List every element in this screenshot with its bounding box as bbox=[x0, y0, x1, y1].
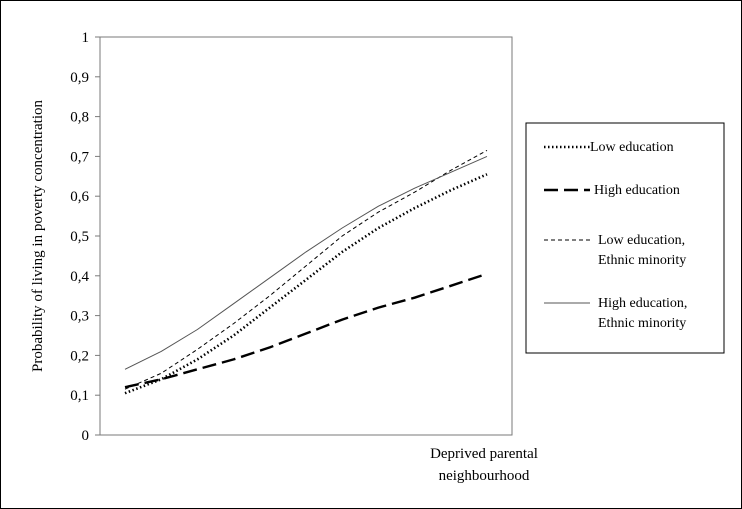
legend-box bbox=[525, 122, 725, 354]
y-tick-label: 0,3 bbox=[70, 309, 89, 325]
legend-label-low-education-ethnic-minority-line-1: Low education, bbox=[598, 233, 685, 248]
legend-label-high-education-ethnic-minority-line-2: Ethnic minority bbox=[598, 316, 686, 331]
series-low-education-ethnic-minority bbox=[124, 149, 488, 390]
x-axis-label-line-2: neighbourhood bbox=[439, 468, 530, 484]
series-lines bbox=[124, 149, 488, 395]
y-tick-label: 1 bbox=[82, 30, 90, 46]
x-axis-label-line-1: Deprived parental bbox=[430, 446, 538, 462]
y-tick-label: 0,5 bbox=[70, 229, 89, 245]
y-tick-label: 0 bbox=[82, 428, 90, 444]
y-tick-label: 0,6 bbox=[70, 189, 89, 205]
legend-label-high-education: High education bbox=[594, 183, 680, 198]
legend-label-low-education: Low education bbox=[590, 140, 674, 155]
legend-label-high-education-ethnic-minority-line-1: High education, bbox=[598, 296, 687, 311]
series-high-education bbox=[124, 272, 488, 389]
legend-label-low-education-ethnic-minority-line-2: Ethnic minority bbox=[598, 253, 686, 268]
y-tick-label: 0,4 bbox=[70, 269, 89, 285]
legend: Low education High education Low educati… bbox=[525, 122, 725, 354]
y-tick-label: 0,8 bbox=[70, 110, 89, 126]
plot-area bbox=[99, 36, 513, 436]
y-tick-label: 0,9 bbox=[70, 70, 89, 86]
y-axis-label: Probability of living in poverty concent… bbox=[30, 99, 46, 372]
series-low-education bbox=[124, 173, 488, 395]
y-axis: 0 0,1 0,2 0,3 0,4 0,5 0,6 0,7 0,8 0,9 1 bbox=[70, 30, 100, 444]
y-tick-label: 0,7 bbox=[70, 149, 89, 165]
series-high-education-ethnic-minority bbox=[124, 155, 488, 370]
y-tick-label: 0,1 bbox=[70, 388, 89, 404]
y-tick-label: 0,2 bbox=[70, 348, 89, 364]
